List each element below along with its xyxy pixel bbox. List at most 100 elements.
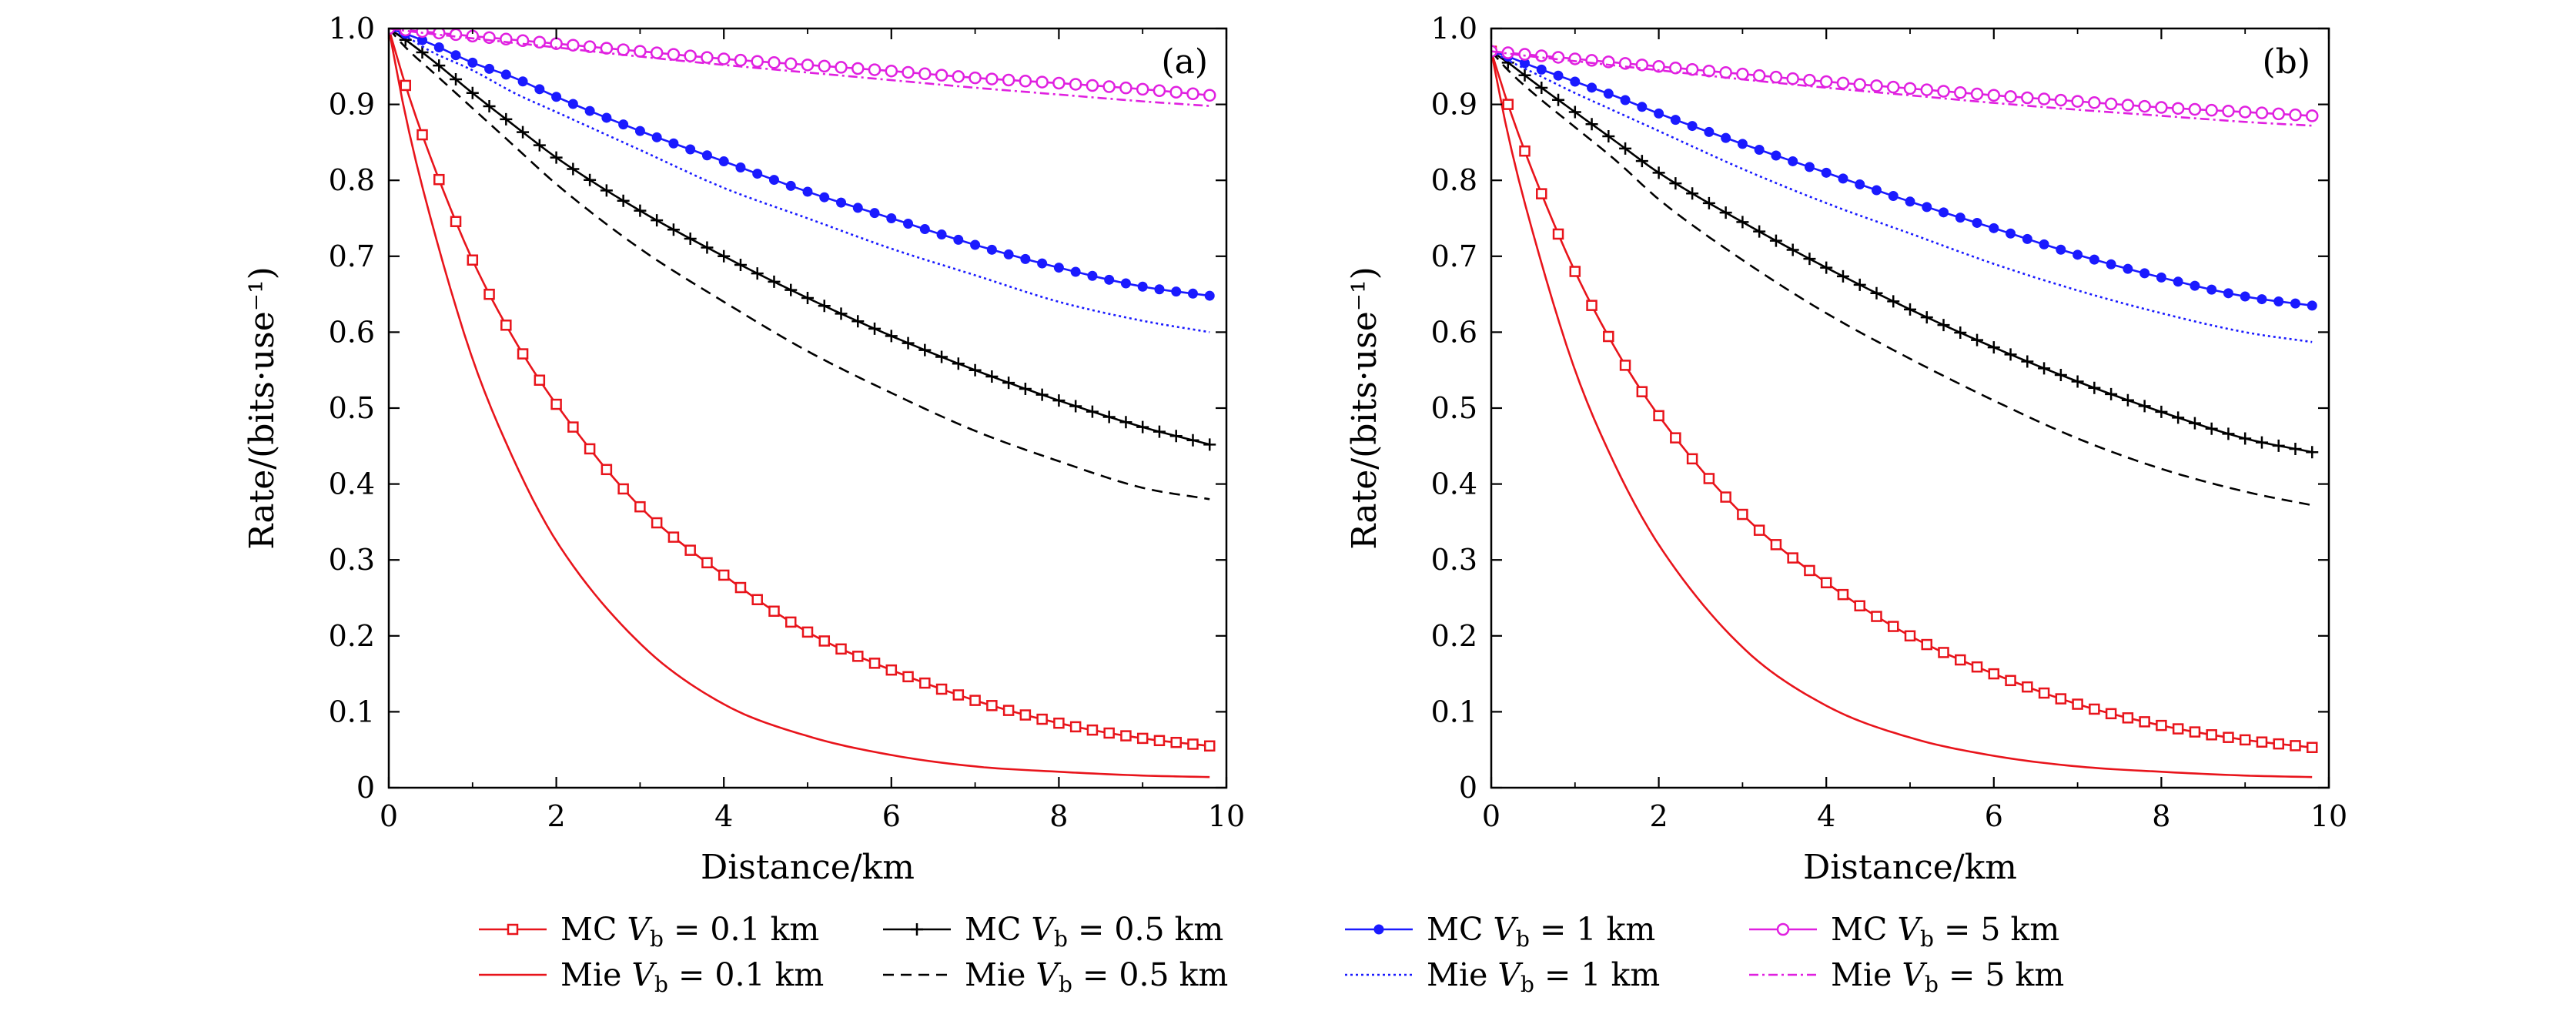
panel-label-b: (b): [2263, 42, 2311, 82]
data-point-a-4: [970, 239, 981, 250]
series-markers-b-0: [1491, 45, 2318, 753]
data-point-b-4: [1687, 121, 1698, 132]
series-line-b-1: [1491, 51, 2313, 778]
data-point-b-0: [2139, 716, 2150, 728]
data-point-b-2: [1686, 187, 1699, 200]
data-point-a-4: [1087, 270, 1098, 281]
data-point-b-0: [2122, 712, 2134, 724]
data-point-b-2: [2155, 405, 2168, 418]
y-axis-label-b: Rate/(bits·use⁻¹): [1345, 266, 1384, 550]
panel-a: 0 2 4 6 8 10 0 0.1 0.2 0.3 0.4 0.5 0.6 0.7 0.8 0.9 1.0 Di…: [243, 12, 1245, 887]
data-point-b-0: [2055, 693, 2067, 705]
data-point-a-2: [885, 330, 898, 343]
data-point-a-6: [751, 55, 764, 68]
data-point-b-0: [2005, 675, 2016, 687]
data-point-b-0: [1887, 621, 1899, 632]
data-point-b-4: [1570, 76, 1581, 87]
data-point-b-4: [1620, 95, 1631, 105]
x-tick-label-b: 8: [2152, 799, 2170, 833]
data-point-b-4: [1721, 132, 1731, 143]
series-markers-a-2: [389, 28, 1216, 451]
data-point-b-4: [1603, 89, 1614, 99]
data-point-b-0: [2273, 738, 2284, 750]
series-line-a-1: [389, 28, 1210, 778]
data-point-b-2: [2138, 400, 2151, 413]
data-point-b-4: [1888, 191, 1899, 202]
data-point-a-4: [534, 84, 545, 95]
series-line-b-3: [1491, 50, 2313, 507]
x-axis-label-b: Distance/km: [1803, 848, 2017, 887]
data-point-a-4: [668, 138, 679, 149]
data-point-a-2: [902, 336, 915, 350]
data-point-b-6: [2272, 107, 2285, 121]
data-point-a-0: [601, 464, 613, 476]
data-point-a-2: [533, 139, 546, 152]
data-point-a-2: [1002, 377, 1015, 390]
data-point-b-2: [1987, 341, 2000, 354]
legend-suffix: = 1 km: [1534, 956, 1660, 993]
data-point-b-0: [2239, 734, 2251, 746]
data-point-a-6: [667, 48, 681, 61]
data-point-b-4: [2173, 276, 2183, 287]
data-point-a-0: [634, 500, 646, 513]
data-point-a-4: [886, 213, 897, 223]
data-point-b-0: [1536, 188, 1547, 199]
legend-prefix: MC: [965, 911, 1031, 948]
data-point-b-2: [1619, 142, 1632, 155]
data-point-a-4: [1204, 290, 1215, 301]
data-point-a-4: [768, 175, 779, 186]
data-point-b-0: [2223, 731, 2234, 743]
data-point-a-2: [1203, 438, 1216, 451]
data-point-b-4: [2089, 254, 2099, 265]
data-point-b-0: [1904, 630, 1916, 642]
data-point-a-4: [785, 180, 796, 191]
data-point-a-6: [918, 67, 932, 81]
data-point-a-2: [1136, 420, 1149, 434]
data-point-a-6: [717, 52, 731, 65]
data-point-b-2: [1652, 166, 1665, 179]
legend-marker-1: [911, 923, 923, 936]
data-point-b-2: [1904, 303, 1916, 316]
data-point-b-4: [2206, 284, 2217, 295]
data-point-b-0: [1955, 654, 1966, 666]
data-point-b-6: [1920, 83, 1934, 96]
y-tick-label-a: 0: [356, 771, 375, 805]
legend-prefix: MC: [560, 911, 627, 948]
data-point-a-2: [433, 59, 446, 72]
data-point-b-6: [1937, 85, 1950, 98]
data-point-b-0: [2306, 742, 2318, 753]
data-point-a-6: [1052, 76, 1066, 90]
data-point-a-4: [450, 50, 461, 61]
y-tick-label-b: 0.6: [1431, 315, 1477, 349]
data-point-b-6: [1568, 52, 1582, 65]
data-point-b-2: [2239, 432, 2252, 445]
data-point-b-4: [1804, 162, 1815, 172]
series-markers-b-4: [1491, 46, 2317, 311]
data-point-a-0: [1002, 705, 1015, 716]
data-point-a-4: [1003, 249, 1014, 259]
y-tick-label-b: 0.3: [1431, 543, 1477, 577]
data-point-a-6: [985, 72, 999, 85]
data-point-b-6: [2104, 97, 2118, 111]
data-point-a-6: [734, 53, 748, 67]
data-point-b-4: [2290, 298, 2300, 309]
data-point-a-4: [634, 126, 645, 136]
legend-prefix: MC: [1427, 911, 1493, 948]
data-point-a-2: [1153, 425, 1166, 438]
data-point-b-2: [2121, 393, 2134, 407]
legend-label-6: Mie Vb = 1 km: [1427, 956, 1660, 997]
data-point-a-0: [433, 173, 445, 186]
data-point-a-6: [1086, 79, 1099, 92]
data-point-b-2: [1702, 196, 1715, 209]
data-point-a-2: [500, 112, 513, 126]
data-point-b-2: [1820, 261, 1833, 274]
data-point-b-0: [2256, 736, 2268, 748]
series-line-b-5: [1491, 50, 2313, 343]
data-point-b-6: [1903, 82, 1917, 95]
data-point-b-4: [1654, 108, 1664, 119]
data-point-b-0: [1653, 410, 1664, 422]
data-point-a-4: [1020, 253, 1031, 264]
data-point-b-6: [1501, 46, 1515, 59]
data-point-b-2: [1870, 286, 1883, 300]
data-point-a-4: [618, 119, 629, 130]
